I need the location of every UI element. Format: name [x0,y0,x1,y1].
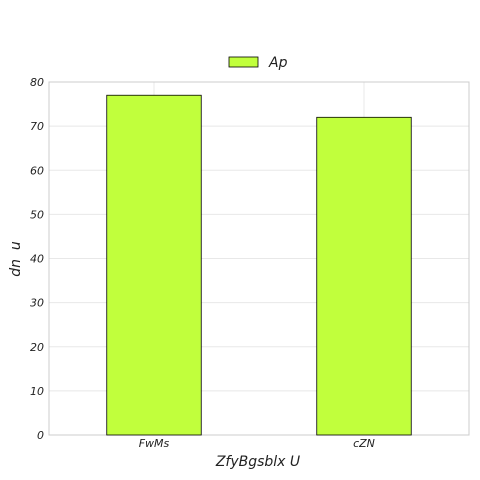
y-axis-title: dn u [8,241,24,277]
y-tick-label: 50 [30,208,44,221]
y-tick-label: 10 [30,385,44,398]
x-axis-title: ZfyBgsblx U [215,454,300,470]
y-tick-label: 30 [30,297,44,310]
y-tick-label: 70 [30,120,44,133]
y-tick-label: 20 [30,341,44,354]
y-tick-label: 40 [30,253,44,266]
y-tick-label: 0 [37,429,44,442]
y-tick-label: 80 [30,76,44,89]
legend-label-ap: Ap [268,55,288,71]
x-tick-label: FwMs [139,437,170,450]
y-tick-label: 60 [30,164,44,177]
x-axis-ticks: FwMs cZN [139,437,375,450]
x-tick-label: cZN [353,437,375,450]
y-axis-ticks: 0 10 20 30 40 50 60 70 80 [30,76,44,442]
bar-FwMs [106,94,202,436]
legend: Ap [228,55,288,71]
bars [106,94,412,436]
plot-area [48,81,470,436]
bar-cZN [316,116,412,436]
legend-swatch-ap [228,56,259,68]
